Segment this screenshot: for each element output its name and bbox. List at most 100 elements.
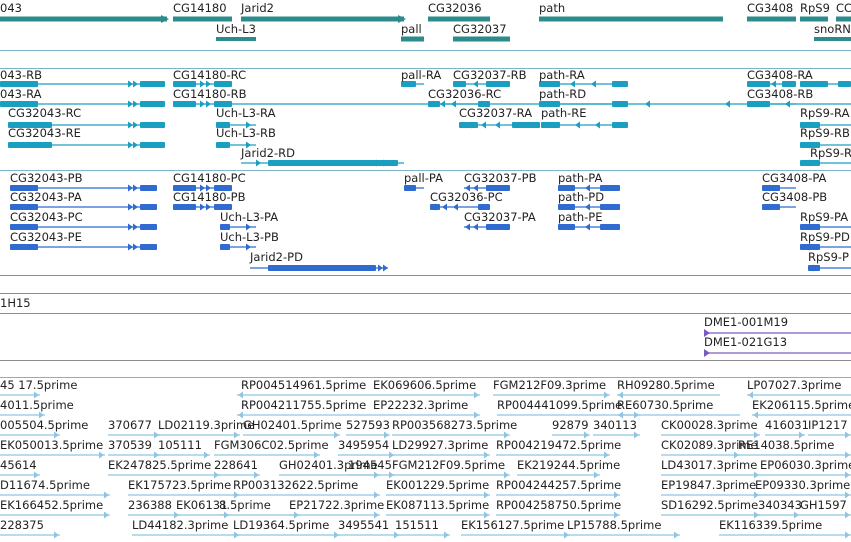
protein-jarid2-pd[interactable]: [250, 264, 388, 272]
feature-label-lp07027-3prime[interactable]: LP07027.3prime: [747, 378, 842, 392]
feature-label-cg32043-pe[interactable]: CG32043-PE: [10, 230, 82, 244]
feature-label-sd16292-5prime[interactable]: SD16292.5prime: [661, 498, 759, 512]
est-416031[interactable]: [765, 431, 805, 439]
feature-label-ip1217[interactable]: IP1217: [808, 418, 848, 432]
protein-cg3408-pb[interactable]: [762, 203, 796, 211]
est-rp004244257-5prime[interactable]: [496, 491, 620, 499]
feature-label-re14038-5prime[interactable]: RE14038.5prime: [738, 438, 835, 452]
feature-label-d11674-5prime[interactable]: D11674.5prime: [0, 478, 90, 492]
est-ek116339-5prime[interactable]: [719, 531, 851, 539]
est-gh1597[interactable]: [800, 511, 851, 519]
feature-label-cg32043-re[interactable]: CG32043-RE: [8, 126, 81, 140]
feature-label-path[interactable]: path: [539, 1, 566, 15]
feature-label-rp003568273-5prime[interactable]: RP003568273.5prime: [392, 418, 518, 432]
transcript-cg32037-ra[interactable]: [459, 121, 540, 129]
feature-label-cg3408-pb[interactable]: CG3408-PB: [762, 190, 828, 204]
feature-label-ek087113-5prime[interactable]: EK087113.5prime: [386, 498, 490, 512]
est-ek206115-5prime[interactable]: [752, 411, 851, 419]
protein-path-pa[interactable]: [558, 184, 620, 192]
transcript-pall-ra[interactable]: [401, 81, 424, 87]
est-ck02089-3prime[interactable]: [661, 451, 740, 459]
est-ld29927-3prime[interactable]: [392, 451, 490, 459]
gene-bar[interactable]: [173, 16, 232, 22]
protein-cg32043-pe[interactable]: [10, 243, 157, 251]
feature-label-ld29927-3prime[interactable]: LD29927.3prime: [392, 438, 489, 452]
feature-label-cg14180-rb[interactable]: CG14180-RB: [173, 87, 247, 101]
feature-label-pall-pa[interactable]: pall-PA: [404, 171, 443, 185]
feature-label-ld44182-3prime[interactable]: LD44182.3prime: [132, 518, 229, 532]
est-3495541[interactable]: [338, 531, 400, 539]
protein-cg32043-pb[interactable]: [10, 184, 157, 192]
feature-label-ep19847-3prime[interactable]: EP19847.3prime: [661, 478, 757, 492]
feature-label-043[interactable]: 043: [0, 1, 22, 15]
est-fgm306c02-5prime[interactable]: [214, 451, 320, 459]
feature-label-ek001229-5prime[interactable]: EK001229.5prime: [386, 478, 490, 492]
est-ip1217[interactable]: [808, 431, 851, 439]
protein-rps9-pa[interactable]: [800, 223, 851, 231]
est-ld19364-5prime[interactable]: [233, 531, 340, 539]
feature-label-cg3408[interactable]: CG3408: [747, 1, 794, 15]
feature-label-rps9-pa[interactable]: RpS9-PA: [800, 210, 849, 224]
feature-label-043-ra[interactable]: 043-RA: [0, 87, 42, 101]
feature-label-ek069606-5prime[interactable]: EK069606.5prime: [373, 378, 477, 392]
feature-label-043-rb[interactable]: 043-RB: [0, 68, 42, 82]
feature-label-path-pd[interactable]: path-PD: [558, 190, 605, 204]
feature-label-snorn[interactable]: snoRN: [814, 22, 851, 36]
feature-label-dme1-021g13[interactable]: DME1-021G13: [704, 335, 788, 349]
feature-label-rps9[interactable]: RpS9: [800, 1, 830, 15]
est-105111[interactable]: [158, 451, 210, 459]
feature-label-3495954[interactable]: 3495954: [338, 438, 390, 452]
est-rp004219472-5prime[interactable]: [496, 451, 610, 459]
est-rp004514961-5prime[interactable]: [237, 391, 373, 399]
protein-cg32036-pc[interactable]: [430, 203, 490, 211]
feature-label-ep21722-3prime[interactable]: EP21722.3prime: [289, 498, 385, 512]
feature-label-cg32036[interactable]: CG32036: [428, 1, 482, 15]
feature-label-rp003132622-5prime[interactable]: RP003132622.5prime: [233, 478, 359, 492]
feature-label-path-re[interactable]: path-RE: [541, 106, 587, 120]
transcript-cg3408-ra[interactable]: [747, 80, 796, 88]
transcript-path-rd[interactable]: [539, 100, 730, 108]
feature-label-gh02401-3prime[interactable]: GH02401.3prime: [279, 458, 378, 472]
feature-label-re60730-5prime[interactable]: RE60730.5prime: [617, 398, 714, 412]
est-ek166452-5prime[interactable]: [0, 511, 110, 519]
feature-label-4011-5prime[interactable]: 4011.5prime: [0, 398, 74, 412]
est-rp003568273-5prime[interactable]: [392, 431, 510, 439]
transcript-cg14180-rb[interactable]: [173, 100, 232, 108]
feature-label-pall[interactable]: pall: [401, 22, 422, 36]
est-340113[interactable]: [593, 431, 640, 439]
feature-label-cg3408-rb[interactable]: CG3408-RB: [747, 87, 814, 101]
gene-bar[interactable]: [539, 16, 723, 22]
protein-cg14180-pc[interactable]: [173, 184, 232, 192]
feature-label-cg14180-rc[interactable]: CG14180-RC: [173, 68, 247, 82]
feature-label-rp004211755-5prime[interactable]: RP004211755.5prime: [241, 398, 367, 412]
feature-label-cg32037-pb[interactable]: CG32037-PB: [464, 171, 537, 185]
feature-label-fgm212f09-3prime[interactable]: FGM212F09.3prime: [493, 378, 607, 392]
feature-label-370539[interactable]: 370539: [108, 438, 152, 452]
feature-label-gh02401-5prime[interactable]: GH02401.5prime: [243, 418, 342, 432]
est-4011-5prime[interactable]: [0, 411, 45, 419]
protein-cg32037-pb[interactable]: [464, 184, 510, 192]
est-005504-5prime[interactable]: [0, 431, 60, 439]
feature-label-92879[interactable]: 92879: [552, 418, 589, 432]
est-gh02401-5prime[interactable]: [243, 431, 340, 439]
feature-label-rps9-pd[interactable]: RpS9-PD: [800, 230, 850, 244]
feature-label-45-17-5prime[interactable]: 45 17.5prime: [0, 378, 78, 392]
transcript-extra[interactable]: [800, 81, 851, 87]
feature-label-ld43017-3prime[interactable]: LD43017.3prime: [661, 458, 758, 472]
feature-label-ck00028-3prime[interactable]: CK00028.3prime: [661, 418, 758, 432]
transcript-path-ra[interactable]: [539, 80, 628, 88]
gene-bar[interactable]: [401, 36, 424, 42]
feature-label-jarid2[interactable]: Jarid2: [241, 1, 274, 15]
feature-label-340343[interactable]: 340343: [758, 498, 802, 512]
est-ek069606-5prime[interactable]: [373, 391, 480, 399]
protein-cg32037-pa[interactable]: [464, 223, 510, 231]
est-151511[interactable]: [395, 531, 450, 539]
feature-label-45614[interactable]: 45614: [0, 458, 37, 472]
feature-label-340113[interactable]: 340113: [593, 418, 637, 432]
feature-label-cg14180[interactable]: CG14180: [173, 1, 227, 15]
feature-label-rp004441099-5prime[interactable]: RP004441099.5prime: [497, 398, 623, 412]
est-ld02119-3prime[interactable]: [158, 431, 240, 439]
est-92879[interactable]: [552, 431, 590, 439]
protein-cg32043-pa[interactable]: [10, 203, 157, 211]
transcript-cg3408-rb[interactable]: [747, 100, 796, 108]
